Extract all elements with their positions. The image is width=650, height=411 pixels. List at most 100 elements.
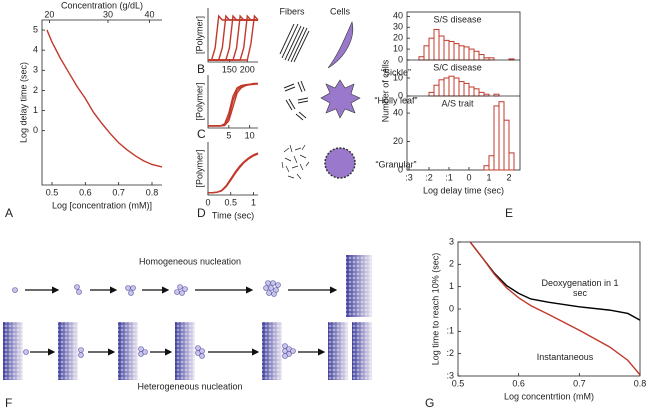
shape-label: “Holly leaf” — [374, 95, 417, 105]
x-tick-label: :3 — [405, 172, 413, 182]
panel-letter: E — [505, 206, 513, 220]
histogram-bar — [478, 54, 485, 61]
x2-axis-label: Concentration (g/dL) — [61, 0, 143, 10]
x-tick-label: 0.6 — [79, 187, 92, 197]
histogram-bar — [508, 152, 515, 171]
histogram-bar — [468, 86, 475, 97]
morphology: Fibers Cells “Sickle” “Holly leaf” “Gran… — [279, 6, 418, 180]
x-axis-label: Time (sec) — [212, 210, 254, 220]
histogram-bar — [458, 45, 465, 61]
y-tick-label: 2 — [33, 85, 38, 95]
y-tick-label: :3 — [446, 370, 454, 380]
histogram-bar — [448, 40, 455, 61]
y-tick-label: 1 — [449, 281, 454, 291]
histogram-bar — [438, 35, 445, 61]
panel-letter: B — [197, 62, 205, 76]
x2-tick-label: 40 — [145, 9, 155, 19]
line — [208, 152, 259, 194]
homogeneous-title: Homogeneous nucleation — [139, 256, 241, 266]
x-tick-label: 0.5 — [224, 197, 237, 207]
x-tick-label: 1 — [486, 172, 491, 182]
histogram-bar — [498, 101, 505, 171]
granular-cell — [324, 147, 356, 179]
panel-letter: A — [5, 206, 13, 220]
y-axis-label: Log delay time (sec) — [18, 62, 28, 143]
x-tick-label: 0 — [205, 197, 210, 207]
histogram-bar — [433, 84, 440, 97]
histogram-bar — [423, 45, 430, 61]
histogram-bar — [473, 50, 480, 61]
x-tick-label: :1 — [445, 172, 453, 182]
axis — [406, 11, 521, 171]
subpanel-title: S/C disease — [433, 62, 482, 72]
x-tick-label: 0.7 — [573, 378, 586, 388]
y-tick-label: 0 — [398, 164, 403, 174]
axis — [207, 8, 258, 63]
series-label-text: Instantaneous — [536, 352, 594, 362]
y-tick-label: 1 — [33, 105, 38, 115]
x-tick-label: 0.8 — [634, 378, 647, 388]
x-tick-label: 5 — [226, 130, 231, 140]
x-tick-label: 0.8 — [146, 187, 159, 197]
cells-header: Cells — [330, 6, 351, 16]
y-tick-label: 10 — [393, 43, 403, 53]
sickle-cell — [327, 21, 354, 69]
histogram-bar — [473, 88, 480, 97]
histogram-bar — [503, 119, 510, 171]
histogram-bar — [458, 81, 465, 97]
x-axis-label: Log [concentration (mM)] — [52, 200, 152, 210]
y-tick-label: 5 — [33, 24, 38, 34]
axis — [207, 75, 258, 129]
x-tick-label: 0.6 — [512, 378, 525, 388]
x-tick-label: 10 — [245, 130, 255, 140]
panel-letter: G — [425, 396, 434, 410]
y-tick-label: 3 — [33, 65, 38, 75]
y-tick-label: 4 — [33, 45, 38, 55]
y-axis-label: [Polymer] — [194, 149, 204, 187]
line — [46, 29, 163, 168]
histogram-bar — [448, 75, 455, 97]
y-tick-label: 3 — [449, 236, 454, 246]
subpanel-title: S/S disease — [433, 14, 481, 24]
x-tick-label: 0 — [466, 172, 471, 182]
x-tick-label: 150 — [222, 64, 237, 74]
histogram-bar — [418, 56, 425, 61]
series-label-text: Deoxygenation in 1 sec — [541, 278, 619, 298]
histogram-bar — [428, 37, 435, 61]
histogram-bar — [453, 43, 460, 61]
x-tick-label: 0.5 — [46, 187, 59, 197]
histogram-bar — [483, 165, 490, 171]
panel-letter: D — [197, 206, 206, 220]
line — [208, 14, 259, 61]
y-tick-label: :2 — [446, 348, 454, 358]
x-tick-label: 1 — [251, 197, 256, 207]
holly-leaf-cell — [320, 79, 361, 119]
y-axis-label: Number of cells — [380, 59, 390, 122]
histogram-bar — [443, 39, 450, 61]
x2-tick-label: 20 — [44, 9, 54, 19]
x2-tick-label: 30 — [103, 9, 113, 19]
y-tick-label: :1 — [446, 326, 454, 336]
histogram-bar — [493, 105, 500, 171]
line — [208, 14, 258, 61]
y-tick-label: 10 — [393, 72, 403, 82]
line — [469, 241, 641, 376]
line — [208, 14, 258, 61]
series-label: Instantaneous — [536, 352, 594, 362]
fibers-header: Fibers — [279, 6, 305, 16]
line — [208, 153, 259, 194]
histogram-bar — [443, 77, 450, 97]
y-tick-label: 30 — [393, 22, 403, 32]
histogram-bar — [463, 82, 470, 97]
histogram-bar — [433, 28, 440, 61]
histogram-bar — [438, 79, 445, 97]
line — [208, 14, 258, 61]
y-tick-label: 0 — [398, 90, 403, 100]
y-tick-label: 0 — [449, 303, 454, 313]
y-tick-label: 40 — [393, 107, 403, 117]
histogram-bar — [453, 77, 460, 97]
axis — [41, 19, 162, 186]
y-axis-label: [Polymer] — [194, 16, 204, 54]
shape-label: “Granular” — [375, 159, 416, 169]
